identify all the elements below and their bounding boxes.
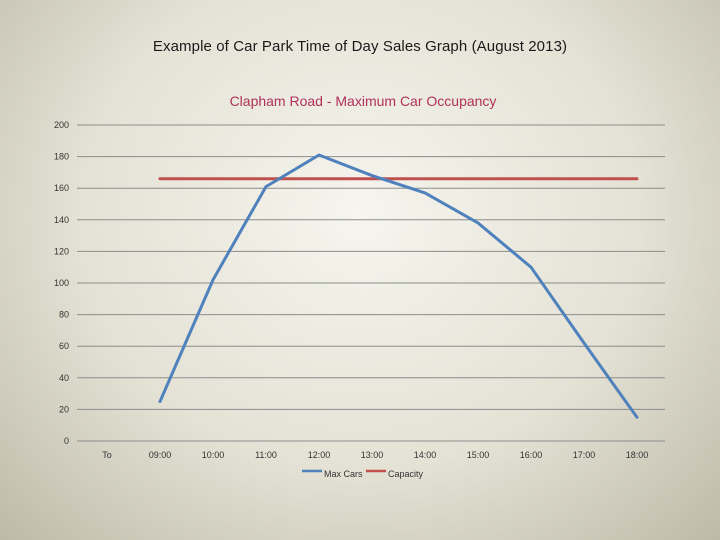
x-tick-label: To <box>102 450 112 460</box>
y-tick-label: 160 <box>54 183 69 193</box>
y-tick-label: 0 <box>64 436 69 446</box>
series-line-max-cars <box>158 153 639 419</box>
x-tick-label: 12:00 <box>308 450 331 460</box>
x-tick-label: 11:00 <box>255 450 277 460</box>
y-axis: 0 20 40 60 80 100 120 140 160 180 200 <box>54 120 69 446</box>
gridlines <box>77 124 665 442</box>
x-tick-label: 18:00 <box>626 450 649 460</box>
x-tick-label: 10:00 <box>202 450 225 460</box>
x-tick-label: 14:00 <box>414 450 437 460</box>
y-tick-label: 80 <box>59 310 69 320</box>
y-tick-label: 140 <box>54 215 69 225</box>
x-axis: To 09:00 10:00 11:00 12:00 13:00 14:00 15:00 16:… <box>102 450 648 460</box>
y-tick-label: 120 <box>54 246 69 256</box>
legend: Max Cars Capacity <box>302 469 424 479</box>
x-tick-label: 09:00 <box>149 450 172 460</box>
series-lines <box>158 153 639 419</box>
legend-label: Max Cars <box>324 469 363 479</box>
x-tick-label: 15:00 <box>467 450 490 460</box>
x-tick-label: 17:00 <box>573 450 596 460</box>
y-tick-label: 100 <box>54 278 69 288</box>
y-tick-label: 180 <box>54 152 69 162</box>
y-tick-label: 40 <box>59 373 69 383</box>
chart-title: Clapham Road - Maximum Car Occupancy <box>230 93 497 109</box>
page-title: Example of Car Park Time of Day Sales Gr… <box>152 38 568 55</box>
y-tick-label: 20 <box>59 404 69 414</box>
y-tick-label: 200 <box>54 120 69 130</box>
legend-label: Capacity <box>388 469 424 479</box>
x-tick-label: 13:00 <box>361 450 384 460</box>
y-tick-label: 60 <box>59 341 69 351</box>
x-tick-label: 16:00 <box>520 450 543 460</box>
